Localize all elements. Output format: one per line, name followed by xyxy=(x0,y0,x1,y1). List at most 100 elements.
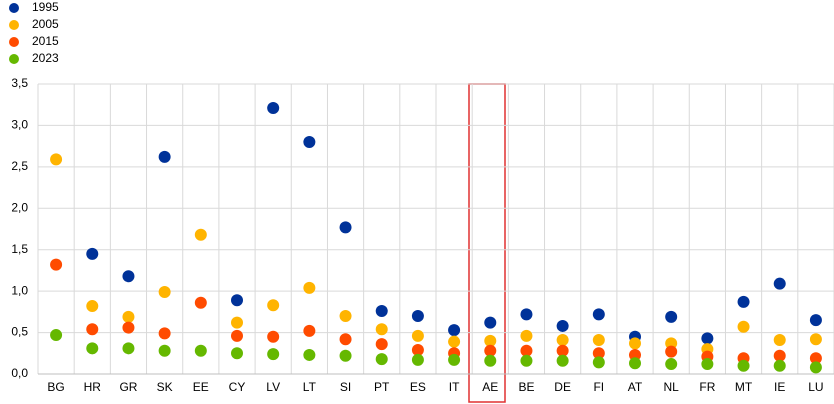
dot xyxy=(375,323,388,336)
y-tick-label: 0,0 xyxy=(11,366,28,380)
dot xyxy=(339,221,352,234)
dot xyxy=(375,353,388,366)
dot xyxy=(592,356,605,369)
dot xyxy=(629,348,641,361)
dot xyxy=(303,136,316,148)
x-tick-label: AE xyxy=(482,380,498,394)
x-tick-label: LT xyxy=(303,380,317,394)
dot xyxy=(809,361,822,374)
dot xyxy=(231,347,243,360)
dot xyxy=(411,310,424,322)
dot xyxy=(556,334,569,347)
x-tick-label: SK xyxy=(157,380,173,394)
dot xyxy=(484,316,497,329)
dot xyxy=(520,308,533,321)
dot xyxy=(448,353,461,366)
dot xyxy=(303,324,316,337)
y-tick-label: 1,5 xyxy=(11,242,28,256)
dot xyxy=(194,228,207,241)
dot xyxy=(267,330,280,343)
legend-label: 2015 xyxy=(32,34,59,48)
x-tick-label: IE xyxy=(774,380,785,394)
dot xyxy=(665,337,678,350)
dot xyxy=(122,342,135,355)
dot xyxy=(50,329,63,342)
dot xyxy=(303,348,316,361)
dot xyxy=(86,342,99,355)
dot xyxy=(809,333,822,346)
x-tick-label: PT xyxy=(374,380,390,394)
dot xyxy=(339,349,352,362)
x-tick-label: LU xyxy=(808,380,823,394)
dot xyxy=(520,354,533,367)
x-tick-label: AT xyxy=(628,380,643,394)
dot xyxy=(520,329,533,342)
dot xyxy=(339,310,352,322)
legend-marker xyxy=(9,3,19,13)
dot xyxy=(773,334,786,347)
dot xyxy=(737,359,750,372)
dot xyxy=(701,358,714,371)
dot xyxy=(375,338,388,351)
dot xyxy=(556,354,569,367)
dot xyxy=(194,344,207,357)
dot xyxy=(520,344,533,357)
x-tick-label: ES xyxy=(410,380,426,394)
dot xyxy=(484,344,497,357)
dot xyxy=(809,352,822,365)
dot xyxy=(50,258,63,271)
legend-label: 1995 xyxy=(32,0,59,14)
x-tick-label: BG xyxy=(47,380,64,394)
x-tick-label: GR xyxy=(119,380,137,394)
y-tick-label: 2,0 xyxy=(11,200,28,214)
dot xyxy=(267,348,280,361)
x-tick-label: MT xyxy=(735,380,753,394)
x-tick-label: DE xyxy=(554,380,571,394)
dot xyxy=(773,349,786,362)
dot xyxy=(86,247,99,260)
x-tick-label: CY xyxy=(229,380,246,394)
dot xyxy=(484,354,497,367)
y-tick-label: 0,5 xyxy=(11,325,28,339)
dot xyxy=(592,347,605,360)
dot xyxy=(158,150,171,163)
legend-label: 2023 xyxy=(32,51,59,65)
dot xyxy=(339,333,352,346)
dot xyxy=(592,334,605,347)
dot xyxy=(122,310,135,323)
dot xyxy=(86,323,99,336)
dot xyxy=(231,329,243,342)
x-tick-label: BE xyxy=(518,380,534,394)
x-tick-label: HR xyxy=(84,380,102,394)
dot xyxy=(50,153,63,166)
dot xyxy=(592,308,605,321)
dot xyxy=(773,359,786,372)
legend-label: 2005 xyxy=(32,17,59,31)
dot xyxy=(448,324,461,337)
dot xyxy=(231,294,243,307)
dot xyxy=(629,337,641,350)
dot xyxy=(737,295,750,308)
dot xyxy=(375,305,388,318)
dot xyxy=(701,332,714,345)
y-tick-label: 3,0 xyxy=(11,118,28,132)
dot xyxy=(773,277,786,290)
dot xyxy=(556,319,569,332)
dot xyxy=(665,358,678,371)
x-tick-label: FR xyxy=(699,380,715,394)
dot xyxy=(737,320,750,333)
x-tick-label: IT xyxy=(449,380,460,394)
x-tick-label: SI xyxy=(340,380,351,394)
y-tick-label: 3,5 xyxy=(11,76,28,90)
dot xyxy=(267,299,280,312)
dot xyxy=(194,296,207,309)
dot xyxy=(158,344,171,357)
dot xyxy=(809,314,822,327)
dot xyxy=(411,353,424,366)
x-tick-label: FI xyxy=(593,380,604,394)
x-tick-label: EE xyxy=(193,380,209,394)
y-tick-label: 1,0 xyxy=(11,283,28,297)
dot xyxy=(122,321,135,334)
dot xyxy=(665,345,678,358)
